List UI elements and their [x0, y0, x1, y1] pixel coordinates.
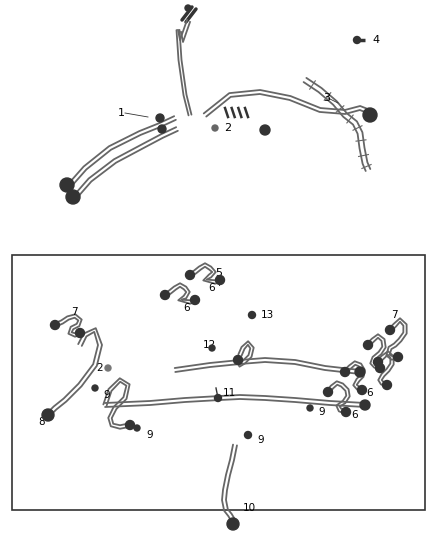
- Circle shape: [385, 326, 395, 335]
- Circle shape: [160, 290, 170, 300]
- Circle shape: [215, 276, 225, 285]
- Text: 3: 3: [323, 93, 330, 103]
- Circle shape: [92, 385, 98, 391]
- Text: 6: 6: [366, 388, 373, 398]
- Circle shape: [353, 36, 360, 44]
- Circle shape: [105, 365, 111, 371]
- Circle shape: [126, 421, 134, 430]
- Circle shape: [340, 367, 350, 376]
- Circle shape: [191, 295, 199, 304]
- Text: 8: 8: [38, 417, 45, 427]
- Circle shape: [260, 125, 270, 135]
- Text: 4: 4: [372, 35, 379, 45]
- Circle shape: [75, 328, 85, 337]
- Circle shape: [233, 356, 243, 365]
- Text: 9: 9: [103, 390, 110, 400]
- Circle shape: [215, 394, 222, 401]
- Circle shape: [324, 387, 332, 397]
- Circle shape: [357, 385, 367, 394]
- Text: 7: 7: [391, 310, 398, 320]
- Text: 9: 9: [318, 407, 325, 417]
- Text: 9: 9: [146, 430, 152, 440]
- Circle shape: [342, 408, 350, 416]
- Circle shape: [355, 367, 365, 377]
- Circle shape: [244, 432, 251, 439]
- Text: 9: 9: [257, 435, 264, 445]
- Circle shape: [66, 190, 80, 204]
- Text: 5: 5: [215, 268, 223, 278]
- Text: 12: 12: [203, 340, 216, 350]
- Circle shape: [186, 271, 194, 279]
- Circle shape: [212, 125, 218, 131]
- Circle shape: [360, 400, 370, 410]
- Circle shape: [50, 320, 60, 329]
- Bar: [12, 255, 425, 510]
- Text: 7: 7: [71, 307, 78, 317]
- Circle shape: [364, 341, 372, 350]
- Text: 2: 2: [96, 363, 103, 373]
- Circle shape: [393, 352, 403, 361]
- Circle shape: [375, 364, 385, 373]
- Circle shape: [42, 409, 54, 421]
- Circle shape: [134, 425, 140, 431]
- Circle shape: [363, 108, 377, 122]
- Circle shape: [158, 125, 166, 133]
- Text: 6: 6: [351, 410, 357, 420]
- Text: 13: 13: [261, 310, 274, 320]
- Text: 11: 11: [223, 388, 236, 398]
- Circle shape: [248, 311, 255, 319]
- Circle shape: [185, 5, 191, 11]
- Text: 2: 2: [224, 123, 231, 133]
- Circle shape: [156, 114, 164, 122]
- Text: 10: 10: [243, 503, 256, 513]
- Circle shape: [374, 358, 382, 367]
- Circle shape: [307, 405, 313, 411]
- Circle shape: [60, 178, 74, 192]
- Text: 6: 6: [208, 283, 215, 293]
- Text: 1: 1: [118, 108, 125, 118]
- Circle shape: [382, 381, 392, 390]
- Circle shape: [209, 345, 215, 351]
- Circle shape: [227, 518, 239, 530]
- Text: 6: 6: [183, 303, 190, 313]
